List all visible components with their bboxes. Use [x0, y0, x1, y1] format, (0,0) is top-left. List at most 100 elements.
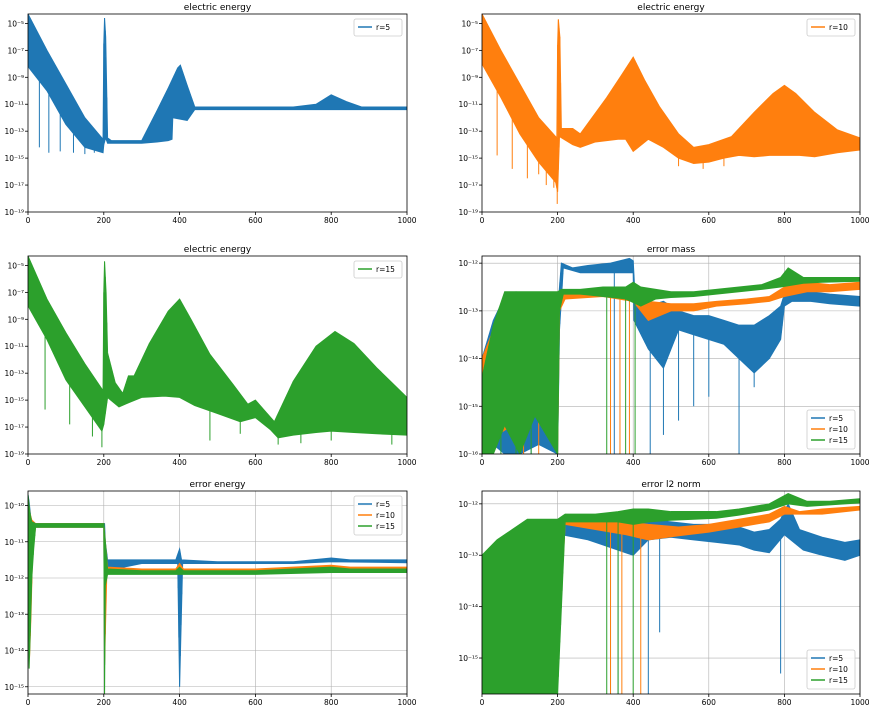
y-tick-label: 10⁻¹³	[4, 127, 24, 136]
axes-frame	[27, 490, 408, 695]
y-tick-label: 10⁻⁹	[461, 73, 478, 82]
x-tick-label: 200	[97, 216, 112, 225]
y-tick-label: 10⁻¹³	[4, 610, 24, 619]
y-tick-label: 10⁻¹³	[458, 127, 478, 136]
x-tick-label: 200	[550, 458, 565, 467]
axes-frame	[27, 13, 408, 213]
x-tick-label: 0	[26, 458, 31, 467]
series-r15	[482, 493, 860, 694]
y-tick-label: 10⁻¹⁹	[458, 208, 478, 217]
y-tick-label: 10⁻¹⁵	[4, 683, 24, 692]
plot-area	[482, 257, 860, 454]
legend-label: r=10	[829, 23, 848, 32]
y-tick-label: 10⁻¹⁷	[4, 423, 24, 432]
chart-p3: 0 200 400 600 800 1000 10⁻¹⁹ 10⁻¹⁷ 10⁻¹⁵ 10⁻¹³ 10⁻…	[4, 245, 416, 467]
x-tick-label: 1000	[850, 216, 869, 225]
x-tick-label: 0	[480, 216, 485, 225]
x-tick-label: 800	[324, 698, 339, 707]
y-tick-label: 10⁻⁹	[7, 315, 24, 324]
chart-title: error energy	[189, 480, 246, 490]
series-lower-line	[482, 502, 860, 694]
legend-label: r=5	[829, 414, 843, 423]
legend: r=15	[353, 260, 403, 279]
legend-label: r=5	[376, 500, 390, 509]
y-tick-label: 10⁻⁵	[7, 19, 24, 28]
series-upper-line	[482, 14, 860, 148]
series-upper-line	[482, 493, 860, 556]
plot-area	[28, 494, 407, 694]
series-band	[28, 256, 407, 438]
plot-area	[28, 256, 407, 448]
x-tick-label: 400	[172, 216, 187, 225]
axes-frame	[481, 13, 861, 213]
x-tick-label: 400	[626, 216, 641, 225]
series-band	[28, 14, 407, 153]
chart-title: electric energy	[637, 3, 705, 13]
series-upper-line	[28, 256, 407, 423]
legend-label: r=15	[376, 265, 395, 274]
x-tick-label: 400	[626, 458, 641, 467]
legend-label: r=5	[376, 23, 390, 32]
x-tick-label: 1000	[850, 698, 869, 707]
x-tick-label: 600	[248, 216, 263, 225]
chart-p1: 0 200 400 600 800 1000 10⁻¹⁹ 10⁻¹⁷ 10⁻¹⁵ 10⁻¹³ 10⁻…	[4, 3, 416, 225]
legend-box	[353, 18, 403, 37]
legend-label: r=15	[829, 676, 848, 685]
grid	[27, 491, 408, 694]
y-tick-label: 10⁻¹⁹	[4, 208, 24, 217]
legend-box	[353, 260, 403, 279]
series-lower-line	[482, 267, 860, 454]
chart-title: error l2 norm	[641, 480, 700, 490]
chart-p5: 0 200 400 600 800 1000 10⁻¹⁵ 10⁻¹⁴ 10⁻¹³ 10⁻¹² 10⁻…	[4, 480, 416, 707]
series-lower-line	[28, 305, 407, 439]
series-upper-line	[28, 14, 407, 142]
legend-label: r=10	[829, 665, 848, 674]
y-tick-label: 10⁻¹⁷	[458, 181, 478, 190]
y-tick-label: 10⁻⁷	[461, 46, 478, 55]
series-band	[482, 267, 860, 454]
x-tick-label: 1000	[850, 458, 869, 467]
x-tick-label: 800	[324, 216, 339, 225]
y-tick-label: 10⁻⁵	[461, 19, 478, 28]
x-tick-label: 0	[480, 458, 485, 467]
x-tick-label: 800	[777, 216, 792, 225]
y-tick-label: 10⁻¹⁰	[4, 502, 24, 511]
chart-title: error mass	[647, 245, 696, 255]
x-tick-label: 800	[777, 698, 792, 707]
series-lower-line	[28, 526, 407, 694]
series-lower-line	[482, 509, 860, 694]
x-tick-label: 400	[172, 698, 187, 707]
x-tick-label: 600	[248, 698, 263, 707]
series-r15	[28, 256, 407, 448]
legend: r=10	[806, 18, 856, 37]
series-lower-line	[482, 280, 860, 454]
x-tick-label: 600	[248, 458, 263, 467]
axes-frame	[481, 255, 861, 455]
y-tick-label: 10⁻¹³	[458, 307, 478, 316]
legend: r=5 r=10 r=15	[353, 495, 403, 536]
legend: r=5 r=10 r=15	[806, 649, 856, 690]
series-r5	[482, 257, 860, 454]
x-tick-label: 200	[550, 216, 565, 225]
series-r10	[482, 14, 860, 204]
x-tick-label: 600	[702, 458, 717, 467]
series-band	[482, 493, 860, 694]
legend-label: r=10	[829, 425, 848, 434]
series-lower-line	[28, 526, 407, 666]
y-tick-label: 10⁻⁹	[7, 73, 24, 82]
y-tick-label: 10⁻¹⁹	[4, 450, 24, 459]
x-tick-label: 200	[97, 698, 112, 707]
y-tick-label: 10⁻¹⁴	[458, 603, 478, 612]
legend-label: r=10	[376, 511, 395, 520]
x-tick-label: 1000	[397, 698, 416, 707]
x-tick-label: 200	[97, 458, 112, 467]
x-tick-label: 200	[550, 698, 565, 707]
x-tick-label: 0	[480, 698, 485, 707]
chart-p6: 0 200 400 600 800 1000 10⁻¹⁵ 10⁻¹⁴ 10⁻¹³ 10⁻¹² err…	[458, 480, 869, 707]
x-tick-label: 1000	[397, 458, 416, 467]
y-tick-label: 10⁻¹⁶	[458, 450, 478, 459]
plot-area	[482, 14, 860, 204]
y-tick-label: 10⁻¹¹	[4, 100, 24, 109]
series-upper-line	[28, 494, 407, 572]
